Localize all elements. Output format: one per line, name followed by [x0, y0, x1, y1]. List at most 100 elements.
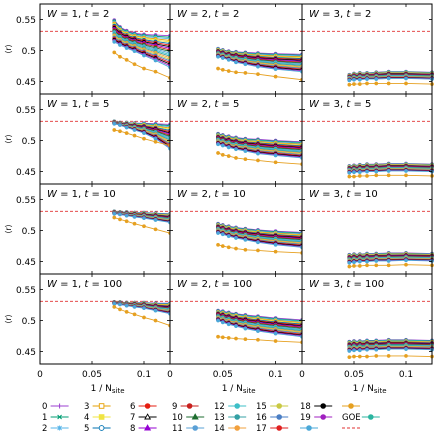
panel-title: W = 1, t = 100	[47, 279, 122, 290]
data-point-20	[256, 329, 260, 333]
data-point-20	[404, 347, 408, 351]
legend-label: 17	[256, 424, 267, 434]
data-point-20	[142, 131, 146, 136]
data-point-20	[220, 56, 225, 60]
x-axis-label: 1 / Nsite	[91, 384, 125, 395]
data-point-21	[347, 264, 352, 269]
data-point-20	[352, 260, 356, 265]
data-point-21	[243, 247, 248, 252]
data-point-20	[243, 149, 248, 154]
data-point-21	[386, 354, 391, 358]
panel-w-1-t-2: W = 1, t = 2 0.45 0.5 0.55 ⟨r⟩	[4, 3, 172, 95]
data-point-20	[124, 303, 129, 308]
data-point-20	[220, 143, 225, 148]
data-point-20	[124, 213, 129, 218]
data-point-20	[153, 136, 158, 141]
panel-w-2-t-2: W = 2, t = 2	[169, 3, 304, 95]
data-point-21	[386, 81, 391, 86]
panel-w-3-t-10: W = 3, t = 10	[301, 183, 434, 275]
legend-entry-10: 10	[172, 413, 205, 423]
data-point-20	[142, 306, 146, 311]
legend-marker	[348, 403, 354, 409]
data-point-20	[347, 260, 352, 265]
legend-label: 2	[42, 424, 47, 434]
legend-marker	[144, 403, 151, 409]
legend-marker	[276, 414, 283, 420]
data-point-20	[357, 170, 362, 175]
data-point-20	[357, 259, 362, 264]
data-point-21	[256, 158, 260, 163]
data-point-21	[118, 129, 122, 134]
data-point-20	[365, 77, 369, 82]
legend-marker	[144, 424, 152, 431]
data-point-20	[112, 39, 117, 44]
data-point-21	[273, 160, 278, 165]
data-point-21	[352, 354, 356, 359]
legend-label: 5	[84, 424, 89, 434]
y-tick-label: 0.5	[22, 47, 36, 57]
legend-label: 8	[130, 424, 135, 434]
data-point-21	[220, 152, 225, 157]
data-point-21	[124, 219, 129, 224]
legend-marker	[276, 425, 283, 431]
y-axis-label: ⟨r⟩	[4, 314, 13, 324]
legend-entry-4: 4	[84, 413, 111, 423]
data-point-21	[226, 336, 231, 340]
data-point-21	[273, 339, 278, 343]
data-point-21	[347, 355, 352, 360]
panel-w-3-t-5: W = 3, t = 5	[301, 93, 434, 185]
y-tick-label: 0.5	[22, 137, 36, 147]
legend-marker	[234, 403, 240, 409]
legend-label: 0	[42, 402, 47, 412]
data-point-21	[365, 354, 369, 359]
legend-entry-GOE: GOE	[342, 413, 380, 423]
data-point-21	[216, 334, 220, 339]
legend-entry-17: 17	[256, 424, 289, 434]
data-point-21	[243, 71, 248, 75]
data-point-21	[243, 157, 248, 162]
data-point-20	[132, 128, 137, 132]
data-point-20	[374, 169, 379, 174]
data-point-20	[118, 43, 122, 47]
data-point-20	[386, 347, 391, 351]
legend-marker	[98, 403, 105, 409]
legend-entry-7: 7	[130, 413, 157, 423]
panel-w-1-t-10: W = 1, t = 10 0.45 0.5 0.55 ⟨r⟩	[4, 183, 172, 275]
y-tick-label: 0.5	[22, 317, 36, 327]
data-point-20	[273, 242, 278, 247]
data-point-20	[357, 348, 362, 353]
data-point-21	[220, 244, 225, 248]
legend-marker	[57, 425, 63, 431]
data-point-20	[118, 212, 122, 217]
panel-title: W = 1, t = 10	[47, 189, 116, 200]
data-point-21	[404, 81, 408, 86]
data-point-21	[357, 82, 362, 86]
panel-w-1-t-5: W = 1, t = 5 0.45 0.5 0.55 ⟨r⟩	[4, 93, 172, 185]
data-point-20	[112, 301, 117, 306]
data-point-21	[374, 263, 379, 268]
y-tick-label: 0.45	[16, 258, 36, 268]
panel-title: W = 3, t = 5	[309, 99, 371, 110]
x-tick-label: 0.1	[268, 370, 282, 380]
panel-background	[40, 184, 170, 274]
legend-marker	[306, 425, 312, 431]
data-point-21	[256, 248, 260, 253]
data-point-20	[234, 236, 238, 240]
data-point-20	[216, 142, 220, 147]
panel-title: W = 3, t = 2	[309, 9, 371, 20]
data-point-21	[216, 242, 220, 247]
data-point-20	[220, 232, 225, 237]
data-point-21	[357, 174, 362, 178]
data-point-20	[374, 259, 379, 263]
legend-label: 7	[130, 413, 135, 423]
legend-entry-18: 18	[300, 402, 333, 412]
legend-label: 9	[172, 402, 177, 412]
panel-title: W = 3, t = 10	[309, 189, 378, 200]
data-point-21	[357, 264, 362, 268]
data-point-21	[132, 133, 137, 138]
data-point-20	[347, 78, 352, 83]
data-point-21	[234, 156, 238, 160]
data-point-20	[226, 322, 231, 327]
legend-marker	[192, 425, 198, 431]
legend-label: 12	[214, 402, 225, 412]
